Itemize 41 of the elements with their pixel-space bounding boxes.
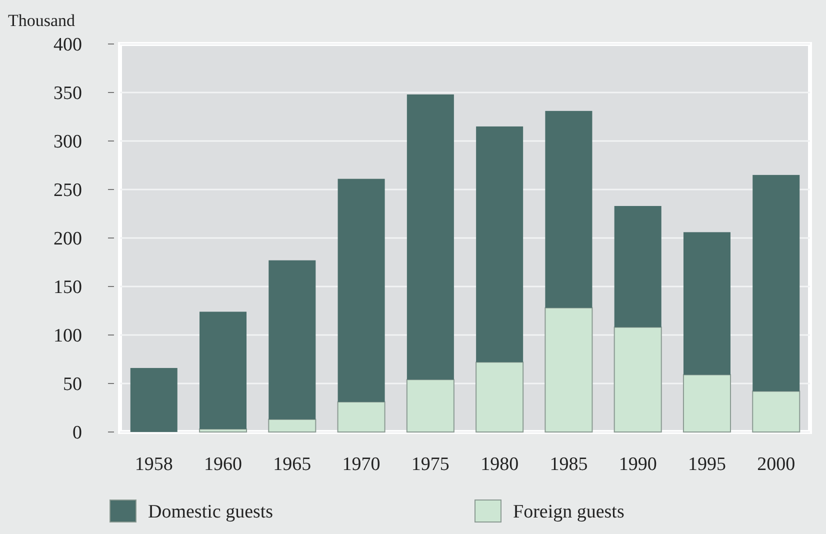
y-tick-label: 400 [54,34,82,56]
x-tick-label: 1985 [550,454,588,475]
bar [199,428,248,432]
bar [614,326,662,432]
y-axis-title: Thousand [8,11,76,30]
x-tick-label: 1958 [134,454,173,475]
x-tick-label: 1995 [688,454,726,475]
y-tick-label: 150 [54,277,82,298]
bar [337,401,386,432]
y-tick-label: 200 [54,228,82,250]
bar [752,174,800,392]
x-tick-label: 1975 [411,454,450,475]
bar [476,362,524,432]
x-tick-label: 1965 [273,454,312,475]
bar [338,178,385,402]
y-tick-label: 0 [72,422,82,444]
y-tick-label: 300 [54,132,82,153]
bar [683,232,730,375]
bar [268,260,316,420]
bar [752,390,800,432]
bar [406,379,454,432]
legend-label: Foreign guests [513,502,624,523]
x-tick-label: 1980 [480,454,519,475]
bar [268,418,316,432]
bar [614,206,662,328]
x-tick-label: 1960 [204,454,242,475]
bar [200,312,247,430]
bar [545,110,592,308]
y-tick-label: 250 [54,180,82,202]
bar [544,307,593,432]
y-tick-label: 100 [54,326,82,347]
x-tick-label: 2000 [757,454,796,475]
legend-label: Domestic guests [148,502,274,523]
bar [476,126,524,362]
y-tick-label: 350 [54,83,82,104]
bar [682,374,731,432]
x-tick-label: 1990 [618,454,657,475]
bar [130,368,178,432]
y-tick-label: 50 [63,374,82,396]
x-tick-label: 1970 [342,454,380,475]
bar [406,94,454,380]
